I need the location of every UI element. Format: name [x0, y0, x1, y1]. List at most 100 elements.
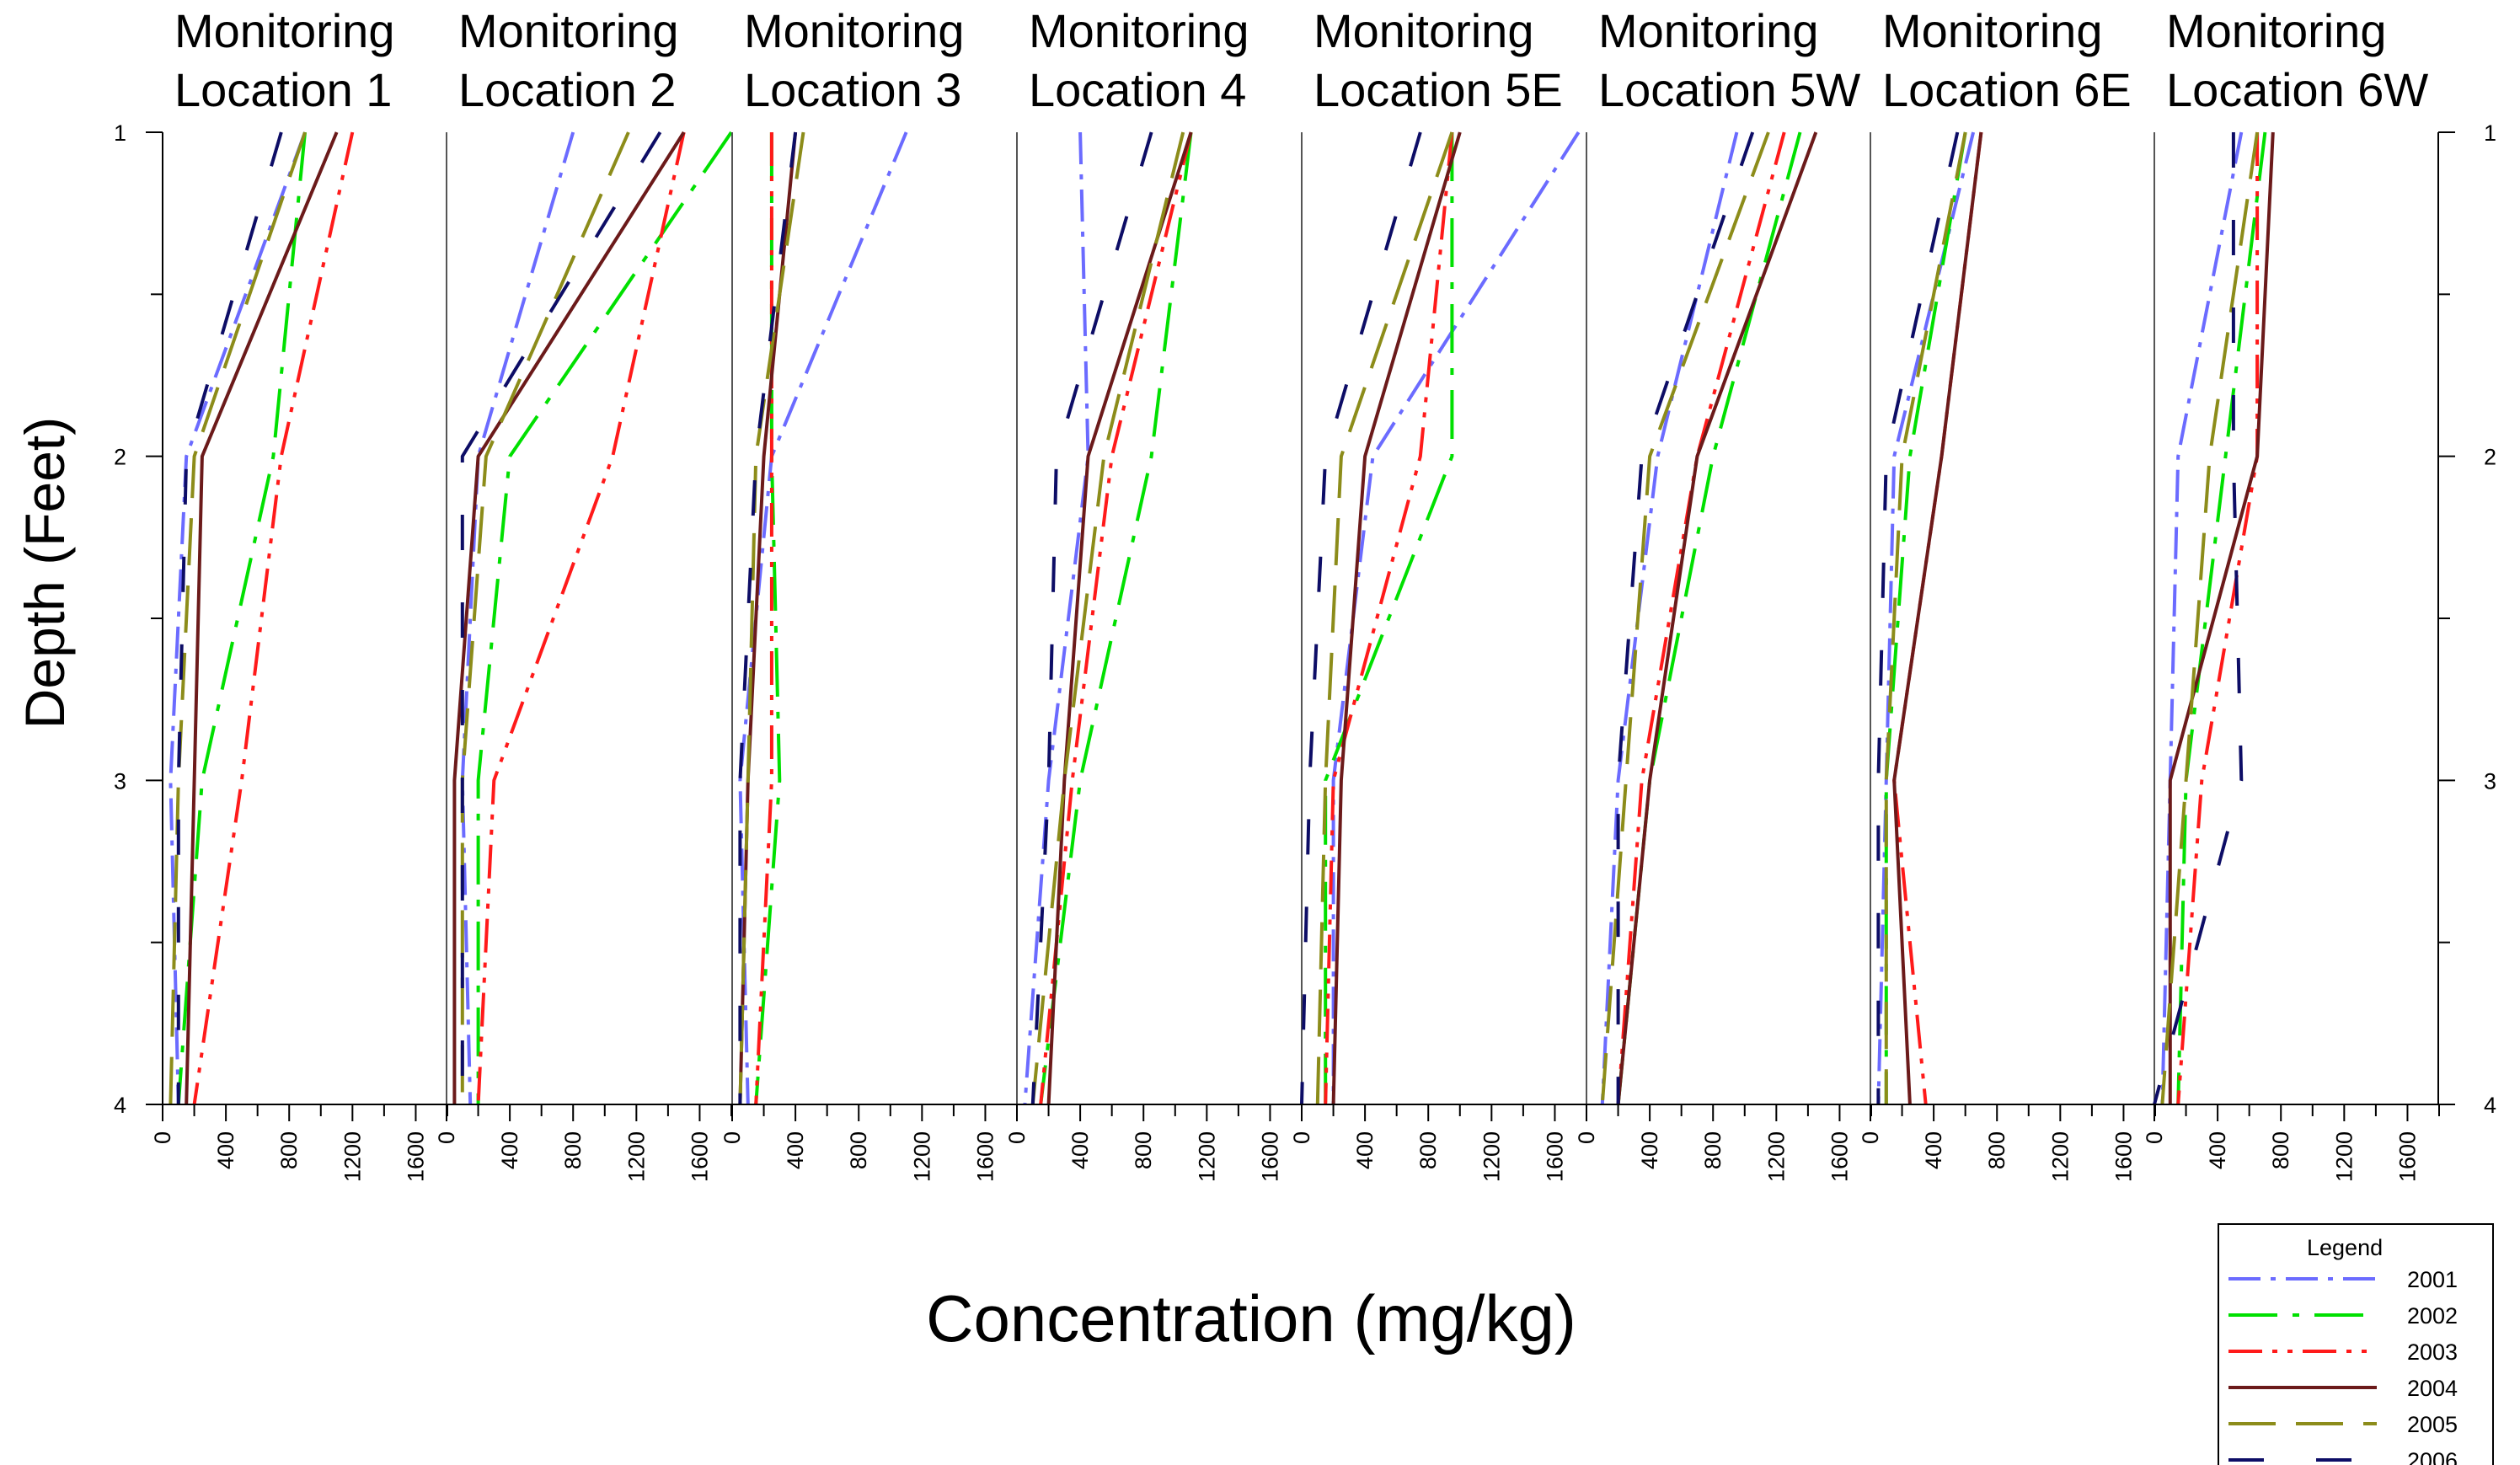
x-tick-label: 800 [276, 1131, 302, 1169]
panel-7: Monitoring Location 6E 0 400 800 1200 1600 [1858, 4, 2156, 1182]
x-tick-label: 1200 [2047, 1131, 2073, 1182]
x-tick-label: 400 [1637, 1131, 1662, 1169]
series-line-2005 [1600, 131, 1770, 1105]
panel-title-line1: Monitoring [1314, 4, 1533, 57]
y-tick-label-left: 3 [114, 768, 126, 794]
panel-title-line1: Monitoring [1882, 4, 2102, 57]
y-tick-label-right: 4 [2484, 1093, 2496, 1118]
x-tick-label: 800 [560, 1131, 586, 1169]
x-tick-label: 1600 [2394, 1131, 2420, 1182]
x-axis-title: Concentration (mg/kg) [926, 1281, 1576, 1355]
x-tick-label: 1200 [909, 1131, 934, 1182]
series-line-2005 [2160, 131, 2260, 1105]
y-tick-label-left: 1 [114, 120, 126, 146]
x-tick-label: 1600 [1257, 1131, 1282, 1182]
x-tick-label: 0 [2142, 1131, 2167, 1144]
x-tick-label: 400 [497, 1131, 522, 1169]
panel-title-line1: Monitoring [2166, 4, 2386, 57]
x-tick-label: 400 [1921, 1131, 1946, 1169]
series-line-2001 [2160, 131, 2244, 1105]
series-line-2006 [738, 131, 798, 1104]
panel-title-line2: Location 4 [1029, 63, 1246, 116]
series-line-2006 [460, 131, 662, 1104]
x-tick-label: 1200 [1479, 1131, 1504, 1182]
legend-label-2005: 2005 [2407, 1412, 2458, 1437]
legend-title: Legend [2307, 1235, 2383, 1260]
series-line-2003 [754, 132, 773, 1105]
panel-2: Monitoring Location 2 0 400 800 1200 1600 [434, 4, 733, 1182]
x-tick-label: 0 [720, 1131, 745, 1144]
legend-label-2003: 2003 [2407, 1339, 2458, 1365]
series-line-2003 [2176, 132, 2260, 1105]
series-line-2002 [1324, 132, 1454, 1104]
x-tick-label: 1600 [1542, 1131, 1567, 1182]
x-tick-label: 800 [846, 1131, 871, 1169]
series-line-2004 [1616, 131, 1818, 1105]
x-tick-label: 400 [2205, 1131, 2230, 1169]
legend-label-2006: 2006 [2407, 1448, 2458, 1465]
x-tick-label: 1600 [972, 1131, 998, 1182]
x-tick-label: 1600 [403, 1131, 428, 1182]
series-line-2006 [2153, 132, 2244, 1105]
series-line-2002 [1039, 131, 1193, 1105]
panel-6: Monitoring Location 5W 0 400 800 1200 1600 [1574, 4, 1872, 1182]
series-line-2003 [1616, 131, 1786, 1105]
panel-title-line2: Location 3 [744, 63, 961, 116]
series-line-2002 [2176, 131, 2267, 1105]
series-line-2001 [1600, 131, 1739, 1105]
x-tick-label: 1200 [1763, 1131, 1789, 1182]
panel-title-line2: Location 5W [1598, 63, 1860, 116]
x-tick-label: 800 [1984, 1131, 2009, 1169]
series-line-2003 [1324, 131, 1454, 1105]
series-line-2004 [2168, 131, 2275, 1104]
series-line-2006 [176, 131, 283, 1104]
legend-label-2002: 2002 [2407, 1303, 2458, 1329]
y-tick-label-right: 2 [2484, 445, 2496, 470]
series-line-2004 [1046, 131, 1193, 1105]
series-line-2006 [1876, 131, 1960, 1104]
y-tick-label-right: 1 [2484, 120, 2496, 146]
series-line-2004 [1892, 131, 1983, 1105]
y-tick-label-right: 3 [2484, 768, 2496, 794]
x-tick-label: 0 [150, 1131, 175, 1144]
series-line-2005 [460, 131, 630, 1104]
panel-5: Monitoring Location 5E 0 400 800 1200 1600 [1289, 4, 1587, 1182]
x-tick-label: 0 [434, 1131, 459, 1144]
x-tick-label: 0 [1574, 1131, 1599, 1144]
panel-title-line1: Monitoring [744, 4, 964, 57]
panel-title-line2: Location 1 [174, 63, 392, 116]
frame-layer: 1 1 2 2 3 3 4 4 [114, 120, 2496, 1118]
x-tick-label: 800 [1700, 1131, 1725, 1169]
panel-title-line2: Location 6E [1882, 63, 2132, 116]
panel-title-line2: Location 2 [458, 63, 676, 116]
x-tick-label: 1600 [1827, 1131, 1852, 1182]
x-tick-label: 1200 [623, 1131, 649, 1182]
y-tick-label-left: 2 [114, 445, 126, 470]
x-tick-label: 0 [1004, 1131, 1030, 1144]
x-tick-label: 400 [213, 1131, 238, 1169]
series-line-2005 [738, 131, 805, 1105]
legend: Legend 2001 2002 2003 2004 2005 2006 [2218, 1223, 2494, 1465]
panel-title-line2: Location 5E [1314, 63, 1563, 116]
series-line-2005 [1030, 131, 1185, 1105]
x-tick-label: 1200 [2331, 1131, 2357, 1182]
legend-label-2004: 2004 [2407, 1376, 2458, 1401]
panel-title-line1: Monitoring [1598, 4, 1818, 57]
panel-title-line1: Monitoring [1029, 4, 1249, 57]
x-tick-label: 800 [1415, 1131, 1441, 1169]
panel-8: Monitoring Location 6W 0 400 800 1200 1600 [2142, 4, 2440, 1182]
y-axis-title: Depth (Feet) [13, 417, 76, 729]
series-line-2004 [452, 131, 686, 1104]
series-line-2001 [1876, 131, 1976, 1105]
series-line-2001 [738, 131, 908, 1105]
series-line-2001 [460, 131, 575, 1105]
series-line-2001 [1023, 131, 1090, 1105]
series-line-2005 [169, 131, 307, 1105]
series-line-2005 [1315, 131, 1454, 1105]
series-line-2003 [476, 131, 686, 1105]
panel-title-line1: Monitoring [174, 4, 394, 57]
panel-title-line2: Location 6W [2166, 63, 2428, 116]
